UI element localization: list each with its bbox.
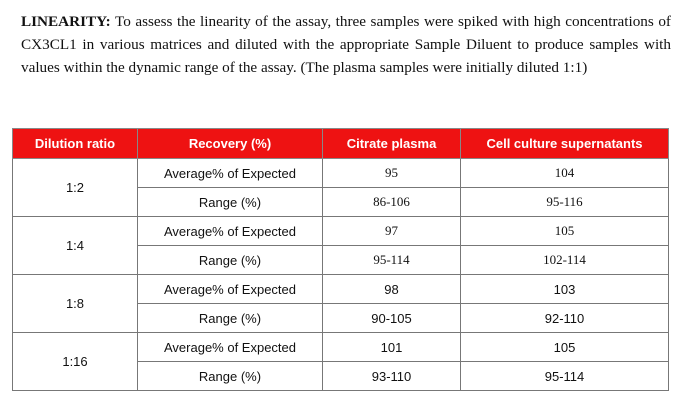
dilution-cell: 1:4 (12, 216, 138, 275)
citrate-value: 93-110 (322, 361, 461, 391)
table-row: 1:16 Average% of Expected 101 105 (12, 332, 669, 391)
citrate-value: 95 (322, 158, 461, 188)
table-row: 1:8 Average% of Expected 98 103 (12, 274, 669, 333)
recovery-label: Average% of Expected (137, 216, 323, 246)
table-row: Range (%) 93-110 95-114 (13, 361, 669, 391)
table-row: 1:4 Average% of Expected 97 105 (12, 216, 669, 275)
supernatant-value: 103 (460, 274, 669, 304)
table-row: Range (%) 90-105 92-110 (13, 303, 669, 333)
recovery-label: Average% of Expected (137, 158, 323, 188)
supernatant-value: 95-114 (460, 361, 669, 391)
table-row: 1:2 Average% of Expected 95 104 (12, 158, 669, 217)
header-citrate-plasma: Citrate plasma (322, 128, 461, 159)
recovery-label: Average% of Expected (137, 274, 323, 304)
dilution-cell: 1:2 (12, 158, 138, 217)
table-row: Range (%) 95-114 102-114 (13, 245, 669, 275)
citrate-value: 98 (322, 274, 461, 304)
table-row: Range (%) 86-106 95-116 (13, 187, 669, 217)
dilution-cell: 1:16 (12, 332, 138, 391)
supernatant-value: 95-116 (460, 187, 669, 217)
linearity-paragraph: LINEARITY: To assess the linearity of th… (21, 10, 671, 79)
header-cell-culture-supernatants: Cell culture supernatants (460, 128, 669, 159)
supernatant-value: 104 (460, 158, 669, 188)
supernatant-value: 105 (460, 332, 669, 362)
recovery-label: Range (%) (137, 361, 323, 391)
linearity-table: Dilution ratio Recovery (%) Citrate plas… (12, 128, 669, 391)
citrate-value: 101 (322, 332, 461, 362)
recovery-label: Average% of Expected (137, 332, 323, 362)
citrate-value: 95-114 (322, 245, 461, 275)
table-header-row: Dilution ratio Recovery (%) Citrate plas… (12, 128, 669, 159)
linearity-description: To assess the linearity of the assay, th… (21, 13, 671, 76)
supernatant-value: 105 (460, 216, 669, 246)
header-recovery: Recovery (%) (137, 128, 323, 159)
supernatant-value: 102-114 (460, 245, 669, 275)
header-dilution-ratio: Dilution ratio (12, 128, 138, 159)
linearity-heading: LINEARITY: (21, 13, 111, 30)
dilution-cell: 1:8 (12, 274, 138, 333)
citrate-value: 90-105 (322, 303, 461, 333)
supernatant-value: 92-110 (460, 303, 669, 333)
recovery-label: Range (%) (137, 303, 323, 333)
recovery-label: Range (%) (137, 187, 323, 217)
recovery-label: Range (%) (137, 245, 323, 275)
citrate-value: 86-106 (322, 187, 461, 217)
citrate-value: 97 (322, 216, 461, 246)
